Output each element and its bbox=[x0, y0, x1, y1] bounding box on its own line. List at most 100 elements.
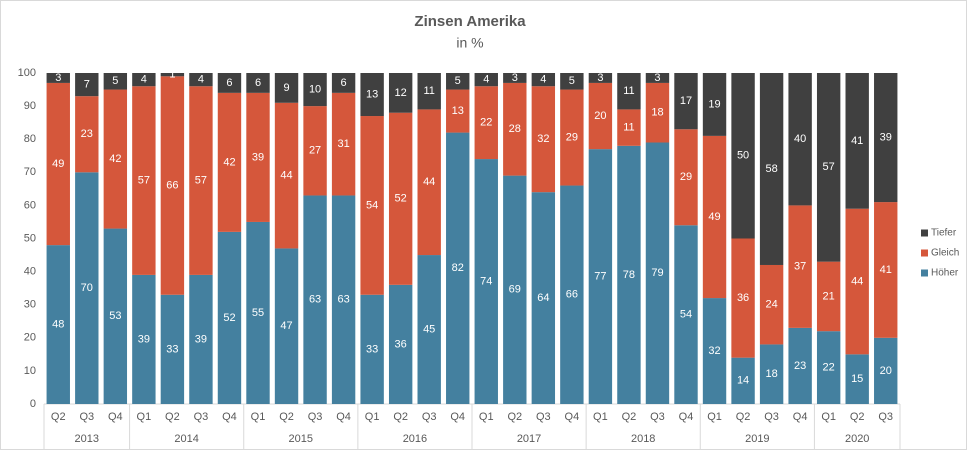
data-label: 66 bbox=[566, 289, 578, 301]
x-tick-label: Q3 bbox=[764, 411, 779, 423]
data-label: 9 bbox=[283, 82, 289, 94]
bar-segment bbox=[474, 159, 498, 404]
bar-segment bbox=[103, 228, 128, 404]
data-label: 70 bbox=[81, 282, 93, 294]
data-label: 58 bbox=[765, 163, 777, 175]
bar-segment bbox=[674, 73, 698, 130]
x-group-label: 2014 bbox=[174, 433, 198, 445]
bar-segment bbox=[702, 135, 727, 299]
data-label: 37 bbox=[794, 261, 806, 273]
bar-segment bbox=[645, 142, 670, 404]
data-label: 48 bbox=[52, 318, 64, 330]
x-group-label: 2019 bbox=[745, 433, 769, 445]
data-label: 42 bbox=[223, 156, 235, 168]
bar-segment bbox=[874, 73, 898, 203]
data-label: 12 bbox=[395, 87, 407, 99]
x-tick-label: Q1 bbox=[365, 411, 380, 423]
data-label: 18 bbox=[651, 107, 663, 119]
bar-segment bbox=[816, 73, 841, 262]
y-tick-label: 50 bbox=[24, 232, 36, 244]
data-label: 23 bbox=[81, 128, 93, 140]
data-label: 28 bbox=[509, 123, 521, 135]
bar-segment bbox=[531, 73, 556, 87]
x-tick-label: Q4 bbox=[108, 411, 123, 423]
bar-segment bbox=[588, 82, 613, 150]
data-label: 66 bbox=[166, 179, 178, 191]
y-tick-label: 100 bbox=[18, 67, 36, 79]
y-tick-label: 10 bbox=[24, 365, 36, 377]
data-label: 4 bbox=[540, 74, 546, 86]
y-tick-label: 20 bbox=[24, 332, 36, 344]
bar-segment bbox=[645, 73, 670, 83]
bar-segment bbox=[731, 357, 755, 404]
data-label: 39 bbox=[252, 151, 264, 163]
bar-segment bbox=[75, 96, 99, 173]
bar-segment bbox=[417, 255, 441, 404]
bar-segment bbox=[360, 73, 384, 117]
bar-segment bbox=[75, 73, 99, 97]
data-label: 49 bbox=[52, 158, 64, 170]
bar-segment bbox=[360, 294, 384, 404]
x-tick-label: Q1 bbox=[821, 411, 836, 423]
data-label: 5 bbox=[112, 75, 118, 87]
bar-segment bbox=[788, 205, 812, 328]
x-tick-label: Q3 bbox=[194, 411, 209, 423]
chart-subtitle: in % bbox=[456, 35, 483, 51]
data-label: 3 bbox=[654, 72, 660, 84]
bar-segment bbox=[189, 73, 213, 87]
data-label: 5 bbox=[455, 75, 461, 87]
x-tick-label: Q3 bbox=[422, 411, 437, 423]
data-label: 21 bbox=[823, 290, 835, 302]
data-label: 69 bbox=[509, 284, 521, 296]
bar-segment bbox=[702, 298, 727, 404]
x-tick-label: Q4 bbox=[222, 411, 237, 423]
x-group-label: 2020 bbox=[845, 433, 869, 445]
bar-segment bbox=[160, 76, 185, 295]
bar-segment bbox=[46, 245, 70, 404]
legend-swatch bbox=[921, 229, 928, 237]
data-label: 55 bbox=[252, 307, 264, 319]
data-label: 14 bbox=[737, 375, 749, 387]
bar-segment bbox=[46, 73, 70, 83]
data-label: 82 bbox=[452, 262, 464, 274]
bar-segment bbox=[645, 82, 670, 143]
bar-segment bbox=[617, 109, 641, 146]
data-label: 63 bbox=[337, 294, 349, 306]
y-tick-label: 40 bbox=[24, 266, 36, 278]
data-label: 40 bbox=[794, 133, 806, 145]
data-label: 33 bbox=[366, 343, 378, 355]
x-tick-label: Q1 bbox=[707, 411, 722, 423]
y-tick-label: 80 bbox=[24, 133, 36, 145]
bar-segment bbox=[845, 73, 869, 209]
data-label: 54 bbox=[680, 309, 692, 321]
data-label: 54 bbox=[366, 199, 378, 211]
bar-segment bbox=[702, 73, 727, 136]
data-label: 44 bbox=[280, 170, 292, 182]
x-tick-label: Q3 bbox=[308, 411, 323, 423]
bar-segment bbox=[674, 225, 698, 404]
x-group-label: 2015 bbox=[289, 433, 313, 445]
x-tick-label: Q1 bbox=[479, 411, 494, 423]
bar-segment bbox=[503, 175, 527, 404]
bar-segment bbox=[160, 294, 185, 404]
bar-segment bbox=[417, 73, 441, 110]
data-label: 11 bbox=[623, 85, 634, 97]
bar-segment bbox=[560, 89, 584, 186]
x-group-label: 2016 bbox=[403, 433, 427, 445]
data-label: 31 bbox=[337, 138, 349, 150]
bar-segment bbox=[246, 221, 270, 404]
bar-segment bbox=[388, 112, 413, 285]
data-label: 22 bbox=[823, 361, 835, 373]
bar-segment bbox=[388, 73, 413, 113]
x-tick-label: Q2 bbox=[622, 411, 637, 423]
data-label: 20 bbox=[594, 110, 606, 122]
data-label: 4 bbox=[483, 74, 489, 86]
x-tick-label: Q4 bbox=[336, 411, 351, 423]
data-label: 18 bbox=[765, 368, 777, 380]
data-label: 3 bbox=[597, 72, 603, 84]
x-tick-label: Q2 bbox=[393, 411, 408, 423]
x-tick-label: Q2 bbox=[165, 411, 180, 423]
bar-segment bbox=[274, 248, 299, 404]
data-label: 15 bbox=[851, 373, 863, 385]
data-label: 23 bbox=[794, 360, 806, 372]
